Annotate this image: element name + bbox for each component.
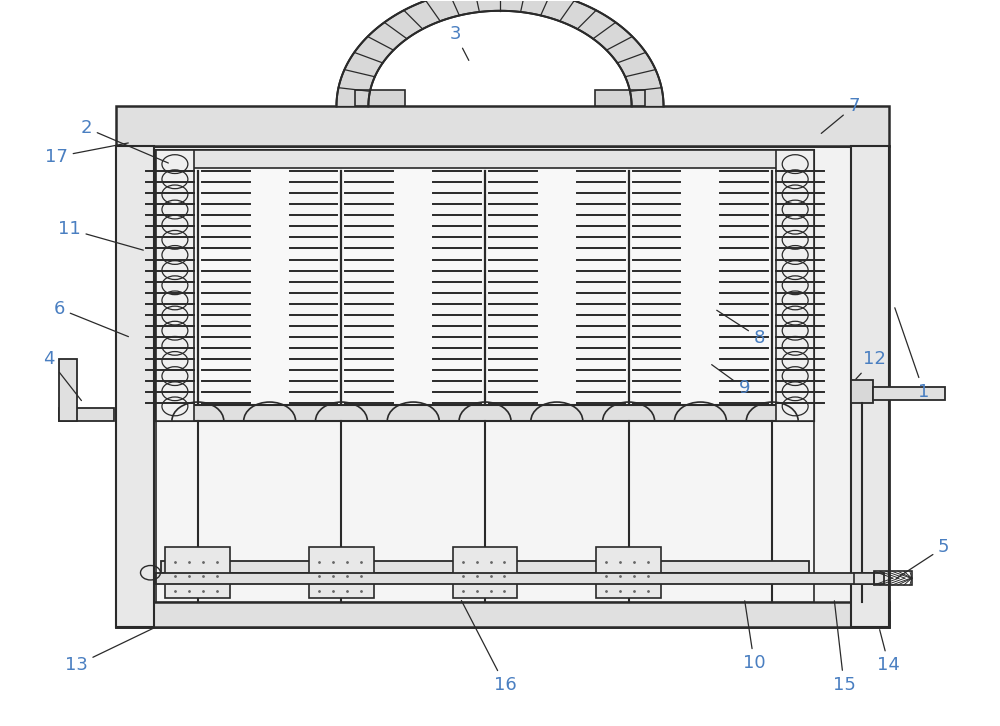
Bar [851, 146, 889, 627]
Bar [854, 573, 874, 584]
Bar [453, 547, 517, 598]
Bar [156, 573, 884, 584]
Bar [874, 571, 912, 585]
Bar [355, 90, 405, 106]
Text: 8: 8 [717, 310, 765, 347]
Text: 5: 5 [896, 539, 950, 579]
Bar [596, 547, 661, 598]
Bar [309, 547, 374, 598]
Polygon shape [336, 0, 664, 106]
Bar [156, 150, 814, 168]
Text: 10: 10 [743, 601, 766, 672]
Text: 7: 7 [821, 97, 860, 134]
Bar [116, 146, 889, 627]
Text: 9: 9 [712, 364, 750, 397]
Text: 14: 14 [877, 629, 900, 674]
Text: 15: 15 [833, 601, 855, 694]
Bar [156, 150, 814, 421]
Bar [851, 380, 873, 403]
Text: 12: 12 [856, 351, 885, 379]
Text: 2: 2 [80, 119, 168, 163]
Bar [776, 150, 814, 421]
Text: 16: 16 [461, 600, 516, 694]
Bar [161, 561, 809, 573]
Bar [156, 421, 814, 602]
Bar [59, 408, 114, 421]
Bar [156, 405, 814, 421]
Text: 13: 13 [65, 628, 153, 674]
Text: 11: 11 [58, 220, 143, 250]
Text: 6: 6 [54, 300, 128, 337]
Bar [116, 106, 889, 146]
Bar [116, 602, 889, 627]
Text: 1: 1 [895, 308, 930, 401]
Bar [156, 150, 194, 421]
Bar [595, 90, 645, 106]
Text: 17: 17 [45, 143, 128, 166]
Bar [873, 387, 945, 400]
Bar [165, 547, 230, 598]
Bar [59, 359, 77, 421]
Bar [116, 146, 154, 627]
Text: 4: 4 [44, 351, 81, 401]
Text: 3: 3 [449, 25, 469, 60]
